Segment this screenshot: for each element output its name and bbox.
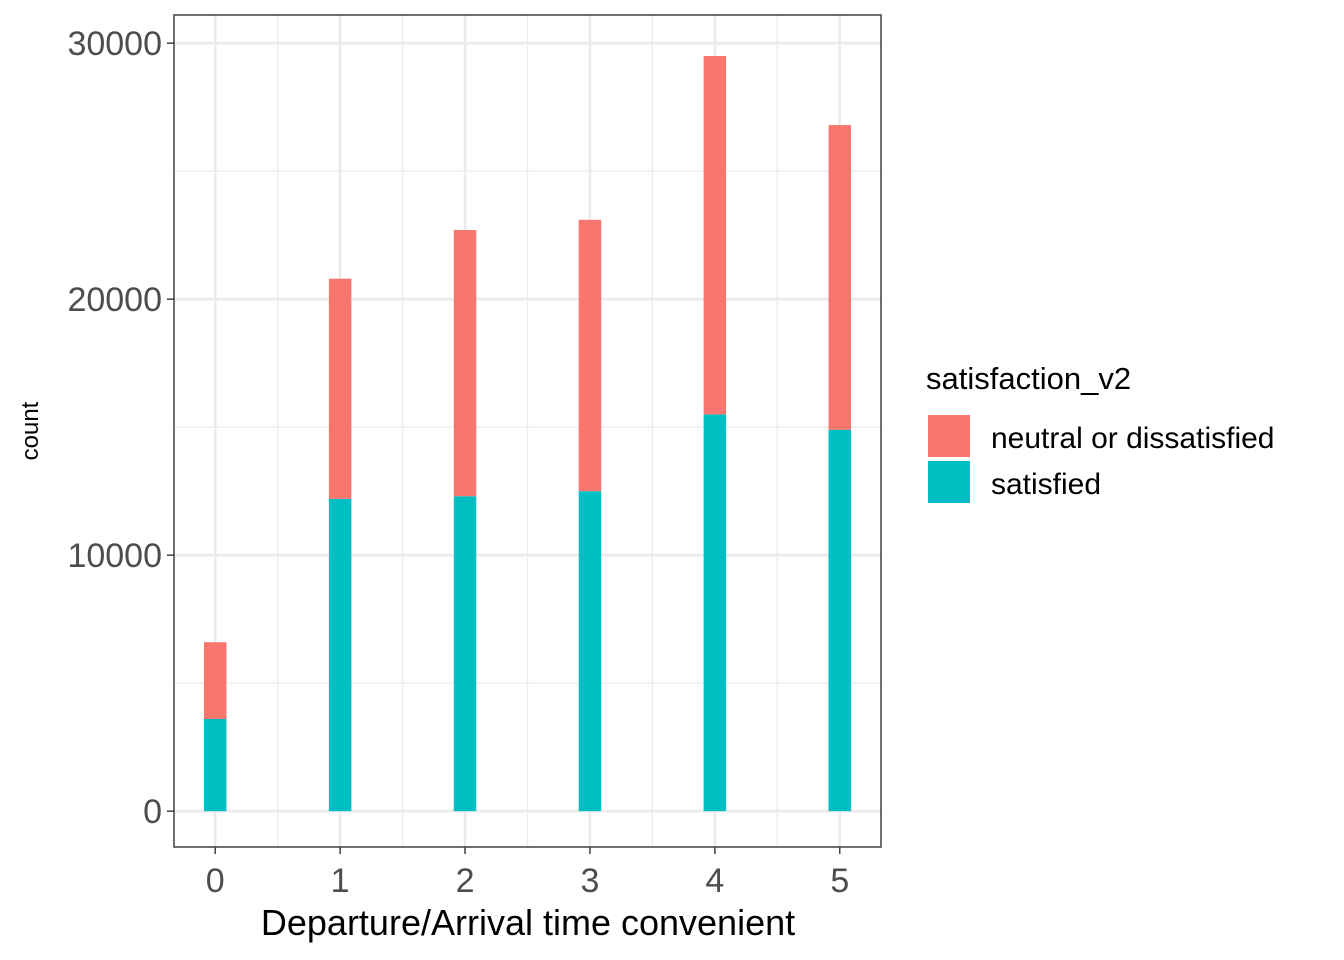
x-tick-label: 0 (206, 862, 225, 900)
bar-satisfied-3 (578, 491, 602, 812)
x-tick-label: 3 (580, 862, 599, 900)
bar-neutral-or-dissatisfied-1 (328, 278, 352, 499)
x-tick-label: 5 (830, 862, 849, 900)
y-axis: 0 10000 20000 30000 (67, 25, 174, 831)
bar-neutral-or-dissatisfied-0 (203, 642, 227, 719)
bar-satisfied-1 (328, 498, 352, 812)
x-axis-title: Departure/Arrival time convenient (261, 902, 795, 943)
y-tick-label: 30000 (67, 25, 162, 63)
bar-neutral-or-dissatisfied-5 (828, 125, 852, 430)
bar-neutral-or-dissatisfied-2 (453, 230, 477, 497)
legend-label-satisfied: satisfied (991, 468, 1101, 501)
x-tick-label: 4 (705, 862, 724, 900)
bar-neutral-or-dissatisfied-4 (703, 55, 727, 415)
y-tick-label: 0 (143, 793, 162, 831)
y-axis-title: count (17, 401, 44, 460)
x-axis: 0 1 2 3 4 5 (206, 847, 849, 900)
legend: satisfaction_v2 neutral or dissatisfied … (926, 361, 1274, 503)
bar-satisfied-4 (703, 414, 727, 812)
legend-swatch-neutral-or-dissatisfied (928, 415, 970, 457)
y-tick-label: 20000 (67, 281, 162, 319)
bars (203, 55, 852, 812)
legend-title: satisfaction_v2 (926, 361, 1131, 396)
x-tick-label: 2 (456, 862, 475, 900)
bar-satisfied-0 (203, 719, 227, 812)
x-tick-label: 1 (331, 862, 350, 900)
legend-label-neutral-or-dissatisfied: neutral or dissatisfied (991, 422, 1274, 455)
y-tick-label: 10000 (67, 537, 162, 575)
plot-border (173, 14, 882, 848)
bar-satisfied-2 (453, 496, 477, 812)
bar-neutral-or-dissatisfied-3 (578, 219, 602, 492)
bar-satisfied-5 (828, 429, 852, 812)
legend-swatch-satisfied (928, 461, 970, 503)
minor-gridlines (174, 15, 881, 847)
